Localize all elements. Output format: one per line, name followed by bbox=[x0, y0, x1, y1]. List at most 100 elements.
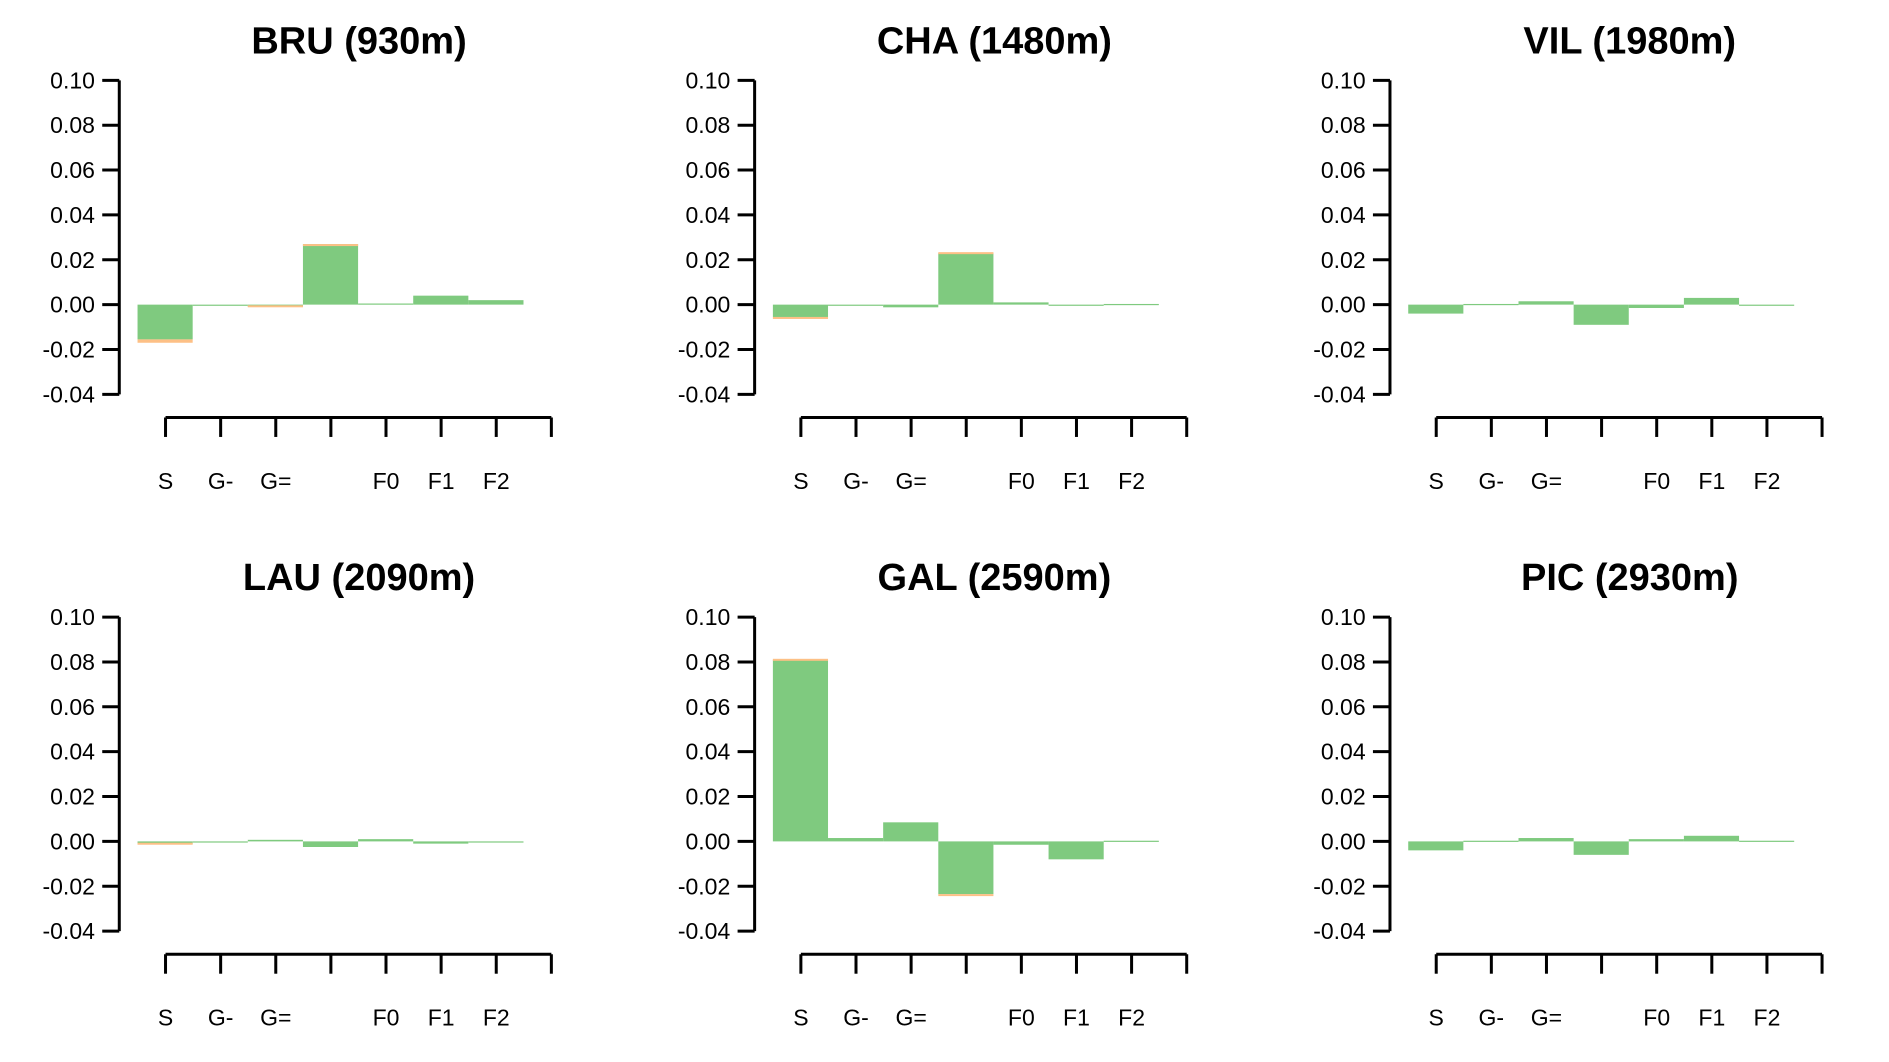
panel-title: VIL (1980m) bbox=[1523, 20, 1736, 62]
x-tick-label: G= bbox=[895, 468, 926, 494]
bar-S bbox=[772, 659, 829, 842]
bar-F2 bbox=[1739, 840, 1795, 842]
panel-lau: LAU (2090m) 0.10 0.08 0.06 0.04 0.02 0.00 -0.02… bbox=[42, 557, 553, 1031]
x-tick-label: G= bbox=[260, 468, 291, 494]
x-tick-label: F1 bbox=[428, 468, 455, 494]
bar-blank bbox=[1573, 304, 1629, 325]
panel-title: BRU (930m) bbox=[251, 20, 466, 62]
bar-F2 bbox=[468, 300, 524, 305]
bar-secondary bbox=[247, 305, 303, 308]
y-tick-label: 0.04 bbox=[50, 739, 95, 765]
bar-F2 bbox=[1103, 840, 1159, 842]
y-tick-label: 0.10 bbox=[50, 604, 95, 630]
bar-blank bbox=[302, 841, 359, 847]
bar-F1 bbox=[413, 295, 469, 305]
bar-F2 bbox=[468, 841, 524, 843]
panel-title: PIC (2930m) bbox=[1521, 557, 1739, 599]
bar-G- bbox=[828, 304, 884, 306]
bar-blank bbox=[938, 841, 994, 895]
bar-S bbox=[1408, 841, 1464, 851]
bar-S bbox=[772, 304, 829, 317]
y-tick-label: 0.06 bbox=[50, 694, 95, 720]
y-tick-label: 0.06 bbox=[1321, 694, 1366, 720]
bar-G- bbox=[192, 304, 248, 306]
bar-secondary bbox=[137, 339, 193, 343]
bar-G= bbox=[1518, 838, 1574, 842]
panel-bru: BRU (930m) 0.10 0.08 0.06 0.04 0.02 0.00 -0.02 -… bbox=[42, 20, 553, 494]
bar-F1 bbox=[1048, 304, 1104, 306]
bar-blank bbox=[938, 253, 994, 305]
y-tick-label: 0.10 bbox=[1321, 67, 1366, 93]
y-tick-label: 0.08 bbox=[1321, 649, 1366, 675]
x-tick-label: F0 bbox=[373, 468, 400, 494]
y-tick-label: 0.00 bbox=[50, 828, 95, 854]
x-tick-label: F0 bbox=[1008, 468, 1035, 494]
bar-secondary bbox=[302, 244, 359, 247]
x-tick-label: F2 bbox=[1118, 468, 1145, 494]
y-tick-label: -0.04 bbox=[678, 918, 731, 944]
bar-S bbox=[137, 841, 193, 844]
y-tick-label: -0.02 bbox=[42, 873, 94, 899]
x-tick-label: F1 bbox=[1063, 1005, 1090, 1031]
x-tick-label: S bbox=[793, 468, 808, 494]
y-tick-label: -0.02 bbox=[678, 336, 730, 362]
bar-G= bbox=[883, 304, 939, 308]
y-tick-label: 0.00 bbox=[50, 292, 95, 318]
x-tick-label: F2 bbox=[483, 1005, 510, 1031]
x-tick-label: G= bbox=[1531, 1005, 1562, 1031]
panel-gal: GAL (2590m) 0.10 0.08 0.06 0.04 0.02 0.00 -0.02… bbox=[678, 557, 1189, 1031]
y-tick-label: 0.04 bbox=[686, 202, 731, 228]
bar-F0 bbox=[1628, 839, 1684, 842]
bar-G- bbox=[1463, 840, 1519, 842]
y-tick-label: 0.02 bbox=[686, 784, 731, 810]
y-tick-label: 0.08 bbox=[50, 112, 95, 138]
y-tick-label: 0.10 bbox=[1321, 604, 1366, 630]
y-tick-label: -0.02 bbox=[678, 873, 730, 899]
x-tick-label: F0 bbox=[1643, 468, 1670, 494]
bar-F0 bbox=[358, 303, 414, 305]
bar-G- bbox=[1463, 303, 1519, 306]
bar-F0 bbox=[1628, 304, 1684, 308]
panel-title: GAL (2590m) bbox=[878, 557, 1112, 599]
bar-F1 bbox=[1683, 835, 1740, 842]
bar-blank bbox=[1573, 841, 1629, 855]
bar-F2 bbox=[1739, 304, 1795, 306]
x-tick-label: S bbox=[1429, 468, 1444, 494]
y-tick-label: 0.06 bbox=[686, 157, 731, 183]
bar-secondary bbox=[137, 842, 193, 845]
x-tick-label: F1 bbox=[428, 1005, 455, 1031]
x-tick-label: G= bbox=[1531, 468, 1562, 494]
panel-vil: VIL (1980m) 0.10 0.08 0.06 0.04 0.02 0.00 -0.02… bbox=[1313, 20, 1824, 494]
x-tick-label: S bbox=[1429, 1005, 1444, 1031]
x-tick-label: G- bbox=[843, 1005, 869, 1031]
bar-F0 bbox=[358, 839, 414, 842]
x-tick-label: G- bbox=[843, 468, 869, 494]
x-tick-label: F2 bbox=[1754, 468, 1781, 494]
bar-G- bbox=[192, 841, 248, 843]
x-tick-label: G- bbox=[1479, 468, 1505, 494]
bar-F1 bbox=[1683, 297, 1740, 305]
x-tick-label: F0 bbox=[1643, 1005, 1670, 1031]
x-tick-label: F1 bbox=[1063, 468, 1090, 494]
bar-S bbox=[137, 304, 193, 340]
bar-secondary bbox=[938, 894, 994, 897]
y-tick-label: -0.04 bbox=[42, 381, 95, 407]
panel-title: LAU (2090m) bbox=[243, 557, 475, 599]
y-tick-label: 0.08 bbox=[1321, 112, 1366, 138]
y-tick-label: 0.04 bbox=[1321, 739, 1366, 765]
y-tick-label: 0.02 bbox=[686, 247, 731, 273]
y-tick-label: 0.02 bbox=[1321, 247, 1366, 273]
bar-secondary bbox=[938, 252, 994, 255]
x-tick-label: F2 bbox=[1754, 1005, 1781, 1031]
bar-F1 bbox=[413, 841, 469, 844]
x-tick-label: G= bbox=[260, 1005, 291, 1031]
panel-cha: CHA (1480m) 0.10 0.08 0.06 0.04 0.02 0.00 -0.02… bbox=[678, 20, 1189, 494]
x-tick-label: S bbox=[158, 468, 173, 494]
bar-F1 bbox=[1048, 841, 1104, 860]
y-tick-label: 0.02 bbox=[50, 247, 95, 273]
y-tick-label: -0.04 bbox=[1313, 381, 1366, 407]
bar-G= bbox=[247, 839, 303, 842]
y-tick-label: -0.02 bbox=[1313, 336, 1365, 362]
bar-F0 bbox=[993, 841, 1049, 845]
